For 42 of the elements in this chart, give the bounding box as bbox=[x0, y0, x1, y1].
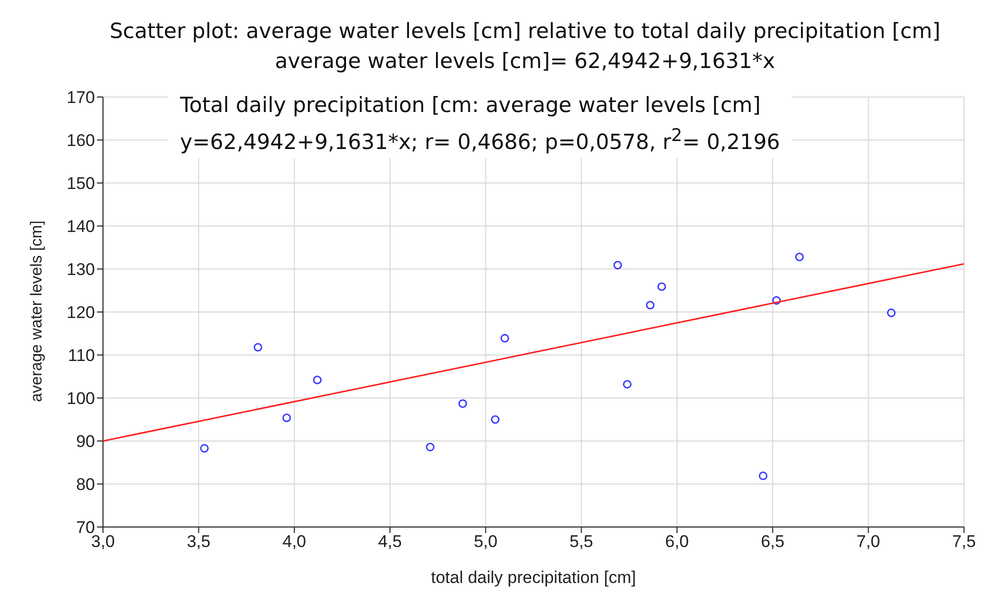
chart-subtitle: average water levels [cm]= 62,4942+9,1631*x bbox=[274, 48, 776, 75]
point bbox=[657, 282, 666, 291]
point bbox=[622, 380, 632, 389]
y-tick-label: 80 bbox=[76, 475, 95, 494]
x-axis-title: total daily precipitation [cm] bbox=[430, 568, 636, 587]
x-tick-label: 7,5 bbox=[952, 532, 976, 552]
point bbox=[458, 399, 468, 408]
point bbox=[795, 252, 804, 262]
point bbox=[772, 296, 781, 305]
annotation: Total daily precipitation [cm: average water levels [cm] bbox=[180, 92, 762, 119]
point bbox=[426, 442, 434, 452]
annotation: y=62,4942+9,1631*x; r= 0,4686; p=0,0578, r$^{2}$= 0,2196 bbox=[180, 125, 780, 156]
point bbox=[282, 413, 291, 422]
y-tick-label: 110 bbox=[68, 346, 95, 366]
x-tick-label: 4,5 bbox=[378, 532, 402, 552]
y-tick-label: 170 bbox=[66, 88, 95, 108]
point bbox=[200, 444, 209, 453]
y-tick-label: 90 bbox=[76, 432, 95, 452]
point bbox=[500, 334, 510, 343]
x-tick-label: 3,0 bbox=[91, 532, 115, 552]
y-tick-label: 100 bbox=[66, 389, 95, 408]
point bbox=[254, 342, 262, 352]
x-tick-label: 7,0 bbox=[856, 532, 880, 552]
point bbox=[490, 415, 500, 424]
y-tick-label: 160 bbox=[66, 131, 95, 150]
y-tick-label: 130 bbox=[66, 260, 95, 280]
y-tick-label: 140 bbox=[66, 217, 95, 236]
y-axis-title: average water levels [cm] bbox=[28, 220, 46, 402]
x-tick-label: 5,0 bbox=[474, 532, 498, 552]
x-tick-label: 6,5 bbox=[760, 532, 784, 552]
point bbox=[312, 376, 322, 384]
x-tick-label: 3,5 bbox=[186, 532, 210, 552]
point bbox=[886, 308, 896, 318]
x-tick-label: 5,5 bbox=[570, 532, 594, 552]
chart-title: Scatter plot: average water levels [cm] relative to total daily precipitation [cm] bbox=[108, 18, 942, 45]
point bbox=[758, 472, 768, 480]
y-tick-label: 120 bbox=[66, 303, 95, 322]
point bbox=[613, 260, 622, 270]
y-tick-label: 150 bbox=[66, 174, 95, 194]
point bbox=[646, 300, 655, 310]
x-tick-label: 6,0 bbox=[665, 532, 689, 552]
x-tick-label: 4,0 bbox=[282, 532, 306, 552]
